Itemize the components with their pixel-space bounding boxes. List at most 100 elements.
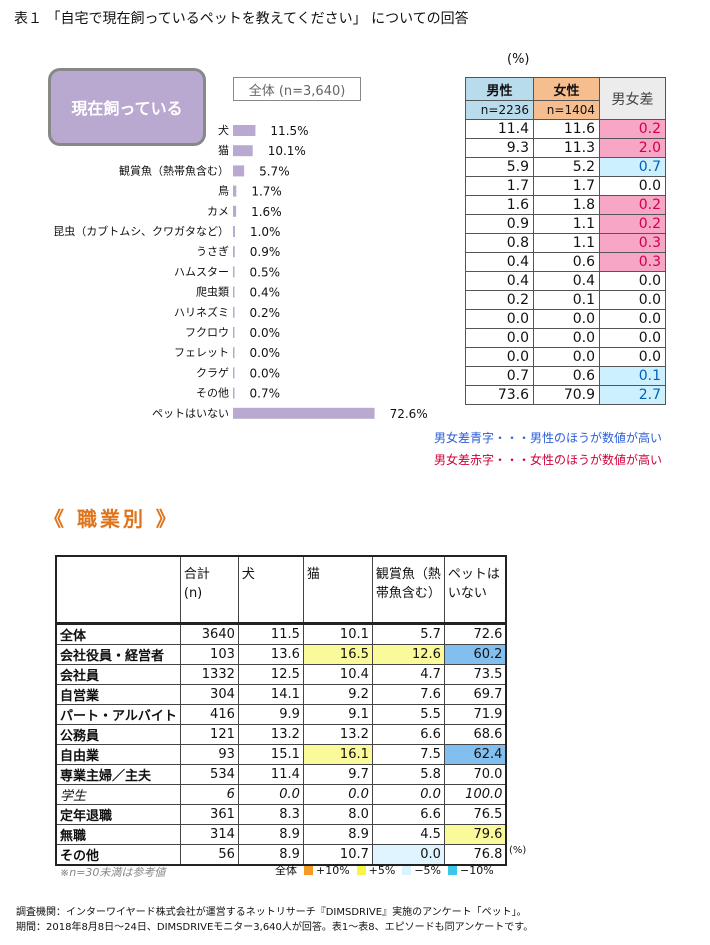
bar-value-label: 0.9% [250,245,281,259]
occupation-row: 無職 314 8.9 8.9 4.5 79.6 [55,823,507,845]
occupation-value: 56 [179,843,239,865]
gender-row: 11.4 11.6 0.2 [465,119,666,139]
occupation-value: 70.0 [443,763,507,785]
gender-row: 73.6 70.9 2.7 [465,385,666,405]
male-cell: 9.3 [465,138,534,158]
occupation-value: 13.2 [237,723,304,745]
occupation-value: 71.9 [443,703,507,725]
occupation-header-cell: 観賞魚（熱 帯魚含む） [371,555,445,624]
occupation-label: 自営業 [55,683,181,705]
gender-row: 9.3 11.3 2.0 [465,138,666,158]
occupation-value: 12.5 [237,663,304,685]
occupation-value: 121 [179,723,239,745]
gender-row: 0.0 0.0 0.0 [465,328,666,348]
gender-row: 0.4 0.4 0.0 [465,271,666,291]
legend-blue-note: 男女差青字・・・男性のほうが数値が高い [433,431,662,445]
gender-row: 0.8 1.1 0.3 [465,233,666,253]
female-n: n=1404 [533,100,600,120]
occupation-percent-unit: (%) [509,845,527,856]
occupation-value: 0.0 [371,783,445,805]
diff-cell: 0.7 [599,157,666,177]
occupation-value: 10.4 [302,663,373,685]
occupation-label: その他 [55,843,181,865]
occupation-value: 62.4 [443,743,507,765]
occupation-value: 6.6 [371,723,445,745]
occupation-value: 10.1 [302,621,373,645]
occupation-value: 416 [179,703,239,725]
bar [233,165,245,177]
male-cell: 0.0 [465,347,534,367]
occupation-value: 9.1 [302,703,373,725]
occupation-value: 0.0 [302,783,373,805]
female-cell: 0.4 [533,271,600,291]
occupation-value: 16.1 [302,743,373,765]
occupation-value: 76.5 [443,803,507,825]
occupation-value: 6 [179,783,239,805]
occupation-value: 8.9 [237,823,304,845]
page-title: 表１ 「自宅で現在飼っているペットを教えてください」 についての回答 [14,11,469,27]
occupation-value: 93 [179,743,239,765]
bar [233,407,375,419]
reference-note: ※n=30未満は参考値 [60,866,166,879]
occupation-value: 1332 [179,663,239,685]
diff-header: 男女差 [599,77,666,120]
survey-line-2: 期間：2018年8月8日〜24日、DIMSDRIVEモニター3,640人が回答。… [16,922,534,933]
occupation-header-cell: 猫 [302,555,373,624]
occupation-value: 8.9 [237,843,304,865]
bar-category-label: その他 [196,387,229,400]
bar-value-label: 0.0% [250,326,281,340]
occupation-value: 68.6 [443,723,507,745]
occupation-row: パート・アルバイト 416 9.9 9.1 5.5 71.9 [55,703,507,725]
gender-row: 0.2 0.1 0.0 [465,290,666,310]
female-cell: 5.2 [533,157,600,177]
male-cell: 5.9 [465,157,534,177]
occupation-row: 自由業 93 15.1 16.1 7.5 62.4 [55,743,507,765]
male-cell: 11.4 [465,119,534,139]
male-cell: 0.9 [465,214,534,234]
occupation-row: 自営業 304 14.1 9.2 7.6 69.7 [55,683,507,705]
bar [233,347,235,359]
occupation-label: パート・アルバイト [55,703,181,725]
occupation-value: 6.6 [371,803,445,825]
occupation-label: 全体 [55,621,181,645]
bar-value-label: 10.1% [268,144,306,158]
bar [233,246,235,258]
diff-cell: 0.1 [599,366,666,386]
bar [233,145,253,157]
diff-cell: 0.2 [599,214,666,234]
gender-row: 0.0 0.0 0.0 [465,347,666,367]
male-cell: 0.4 [465,252,534,272]
female-header: 女性 [533,77,600,101]
female-cell: 0.0 [533,347,600,367]
bar-category-label: 鳥 [218,184,229,198]
bar [233,367,235,379]
occupation-row: その他 56 8.9 10.7 0.0 76.8 [55,843,507,865]
occupation-label: 定年退職 [55,803,181,825]
occupation-value: 8.3 [237,803,304,825]
occupation-value: 14.1 [237,683,304,705]
occupation-value: 3640 [179,621,239,645]
diff-cell: 0.0 [599,347,666,367]
occupation-value: 11.4 [237,763,304,785]
female-cell: 1.8 [533,195,600,215]
legend-swatch [402,865,412,875]
occupation-value: 79.6 [443,823,507,845]
occupation-value: 11.5 [237,621,304,645]
occupation-value: 0.0 [237,783,304,805]
occupation-row: 会社役員・経営者 103 13.6 16.5 12.6 60.2 [55,643,507,665]
bar-value-label: 72.6% [390,407,428,421]
current-pets-button[interactable]: 現在飼っている [48,68,206,146]
occupation-value: 76.8 [443,843,507,865]
gender-row: 0.4 0.6 0.3 [465,252,666,272]
occupation-row: 会社員 1332 12.5 10.4 4.7 73.5 [55,663,507,685]
occupation-value: 100.0 [443,783,507,805]
bar-category-label: ペットはいない [152,407,229,420]
occupation-table: 合計 (n) 犬猫観賞魚（熱 帯魚含む） ペットは いない 全体 3640 11.5 10.1 5.… [55,555,508,866]
occupation-value: 4.5 [371,823,445,845]
bar-category-label: フクロウ [185,326,229,339]
gender-n-row: n=2236 n=1404 [465,100,666,120]
female-cell: 11.3 [533,138,600,158]
diff-cell: 0.0 [599,176,666,196]
male-cell: 0.0 [465,309,534,329]
legend-label: −5% [414,863,442,877]
